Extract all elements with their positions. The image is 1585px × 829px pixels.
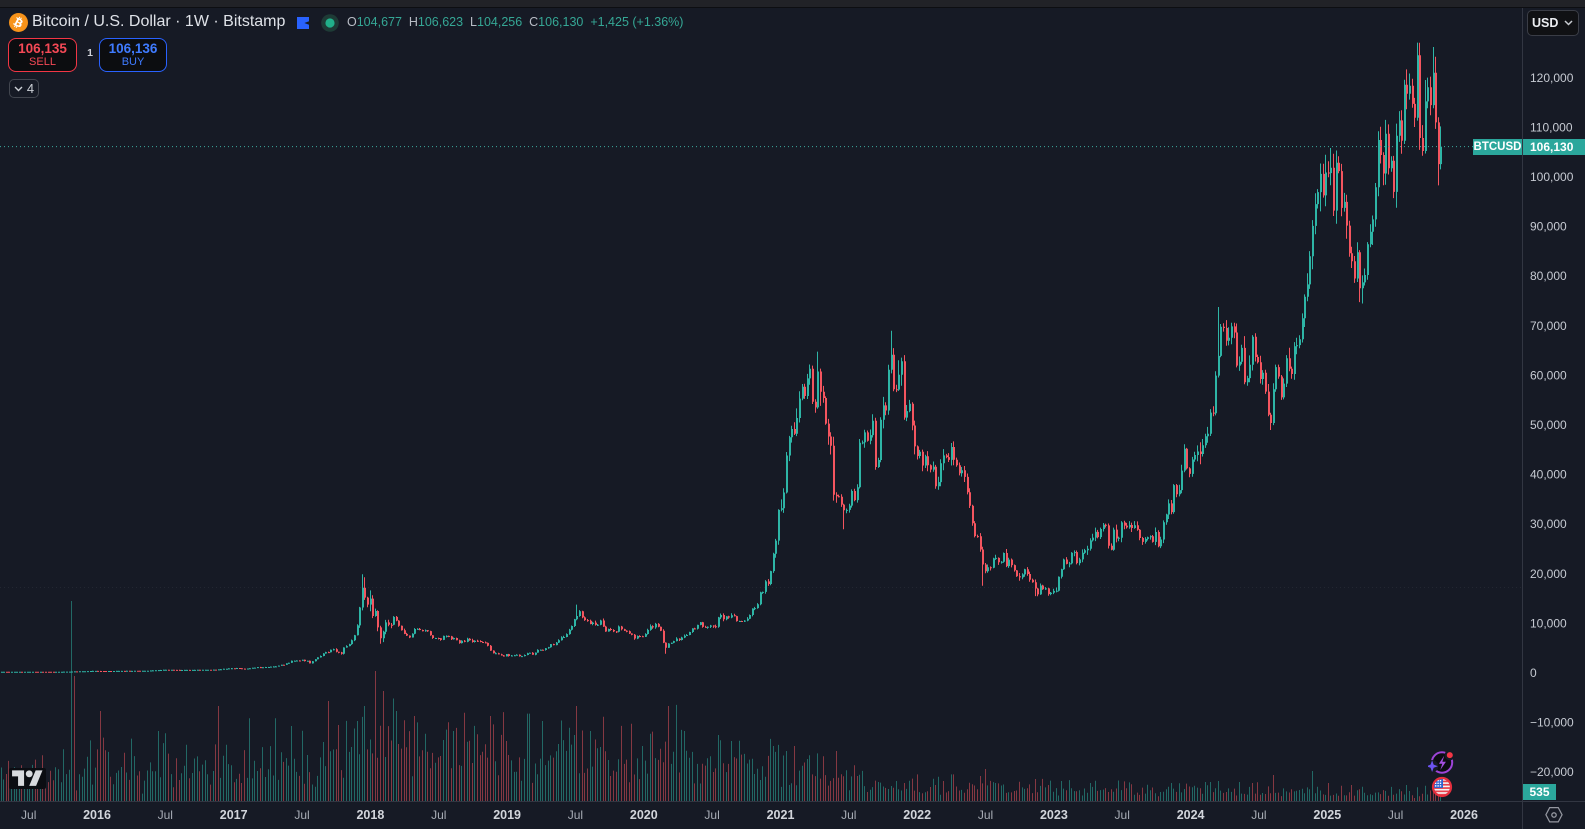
svg-text:2023: 2023 [1040,808,1068,822]
svg-text:70,000: 70,000 [1530,319,1567,333]
svg-text:2022: 2022 [903,808,931,822]
svg-text:110,000: 110,000 [1530,120,1573,134]
svg-text:40,000: 40,000 [1530,468,1567,482]
svg-text:20,000: 20,000 [1530,567,1567,581]
svg-text:Jul: Jul [158,808,173,822]
svg-text:Jul: Jul [704,808,719,822]
svg-text:−10,000: −10,000 [1530,716,1574,730]
svg-text:2020: 2020 [630,808,658,822]
svg-text:80,000: 80,000 [1530,269,1567,283]
svg-text:30,000: 30,000 [1530,517,1567,531]
svg-text:Jul: Jul [21,808,36,822]
svg-text:2024: 2024 [1177,808,1205,822]
svg-text:2018: 2018 [356,808,384,822]
svg-text:Jul: Jul [978,808,993,822]
svg-text:2016: 2016 [83,808,111,822]
svg-text:Jul: Jul [1388,808,1403,822]
svg-text:−20,000: −20,000 [1530,765,1574,779]
svg-text:0: 0 [1530,666,1537,680]
svg-text:Jul: Jul [841,808,856,822]
svg-text:60,000: 60,000 [1530,368,1567,382]
svg-text:10,000: 10,000 [1530,616,1567,630]
svg-text:Jul: Jul [1251,808,1266,822]
svg-text:Jul: Jul [294,808,309,822]
svg-text:100,000: 100,000 [1530,170,1574,184]
svg-text:90,000: 90,000 [1530,220,1567,234]
svg-text:2025: 2025 [1313,808,1341,822]
svg-text:50,000: 50,000 [1530,418,1567,432]
svg-text:2026: 2026 [1450,808,1478,822]
svg-text:2021: 2021 [767,808,795,822]
svg-text:120,000: 120,000 [1530,71,1574,85]
svg-text:Jul: Jul [431,808,446,822]
svg-text:Jul: Jul [568,808,583,822]
svg-text:2017: 2017 [220,808,248,822]
svg-text:Jul: Jul [1115,808,1130,822]
svg-text:2019: 2019 [493,808,521,822]
